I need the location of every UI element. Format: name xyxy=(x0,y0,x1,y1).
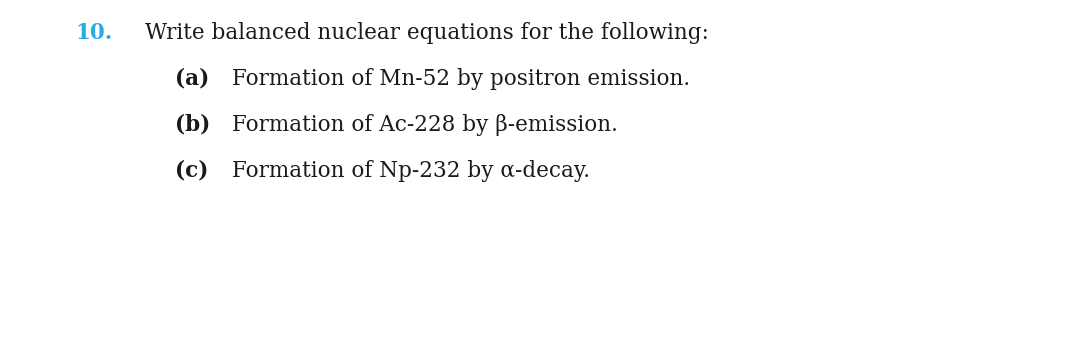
Text: Formation of Np-232 by α-decay.: Formation of Np-232 by α-decay. xyxy=(232,160,590,182)
Text: (b): (b) xyxy=(175,114,211,136)
Text: Formation of Ac-228 by β-emission.: Formation of Ac-228 by β-emission. xyxy=(232,114,618,136)
Text: (a): (a) xyxy=(175,68,210,90)
Text: Write balanced nuclear equations for the following:: Write balanced nuclear equations for the… xyxy=(145,22,708,44)
Text: (c): (c) xyxy=(175,160,208,182)
Text: 10.: 10. xyxy=(75,22,112,44)
Text: Formation of Mn-52 by positron emission.: Formation of Mn-52 by positron emission. xyxy=(232,68,690,90)
